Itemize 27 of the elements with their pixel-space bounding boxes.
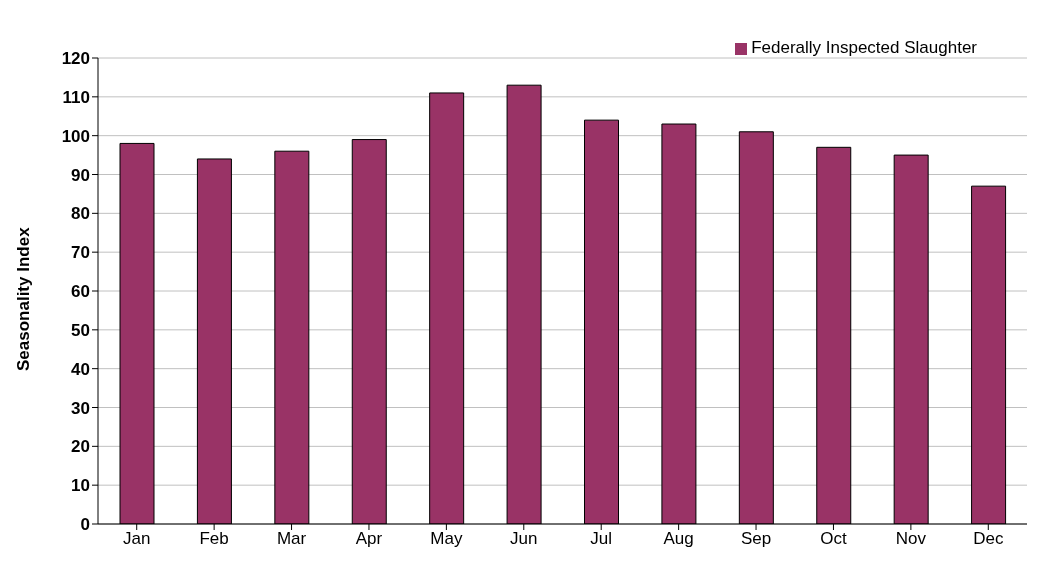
y-tick-label: 60	[71, 282, 90, 302]
x-tick-label: Oct	[820, 529, 847, 549]
x-tick-label: Jul	[590, 529, 613, 549]
y-tick-label: 90	[71, 165, 90, 185]
x-tick-label: May	[430, 529, 463, 549]
y-tick-label: 110	[62, 87, 90, 107]
y-tick-label: 40	[71, 359, 90, 379]
x-tick-label: Nov	[895, 529, 927, 549]
y-tick-label: 0	[80, 515, 90, 535]
x-tick-label: Apr	[355, 529, 383, 549]
legend-label: Federally Inspected Slaughter	[751, 38, 977, 57]
x-tick-label: Feb	[199, 529, 229, 549]
x-tick-label: Sep	[740, 529, 772, 549]
y-tick-label: 50	[71, 320, 90, 340]
y-axis-title: Seasonality Index	[14, 226, 34, 371]
x-tick-label: Jun	[510, 529, 538, 549]
y-tick-label: 70	[71, 243, 90, 263]
x-tick-label: Aug	[663, 529, 694, 549]
y-tick-label: 100	[61, 126, 90, 146]
y-tick-label: 120	[61, 49, 90, 69]
y-tick-label: 30	[71, 398, 90, 418]
y-tick-label: 10	[71, 476, 90, 496]
x-tick-label: Mar	[276, 529, 307, 549]
x-tick-label: Dec	[973, 529, 1004, 549]
y-tick-label: 80	[71, 204, 90, 224]
y-tick-label: 20	[71, 437, 90, 457]
x-tick-label: Jan	[123, 529, 151, 549]
